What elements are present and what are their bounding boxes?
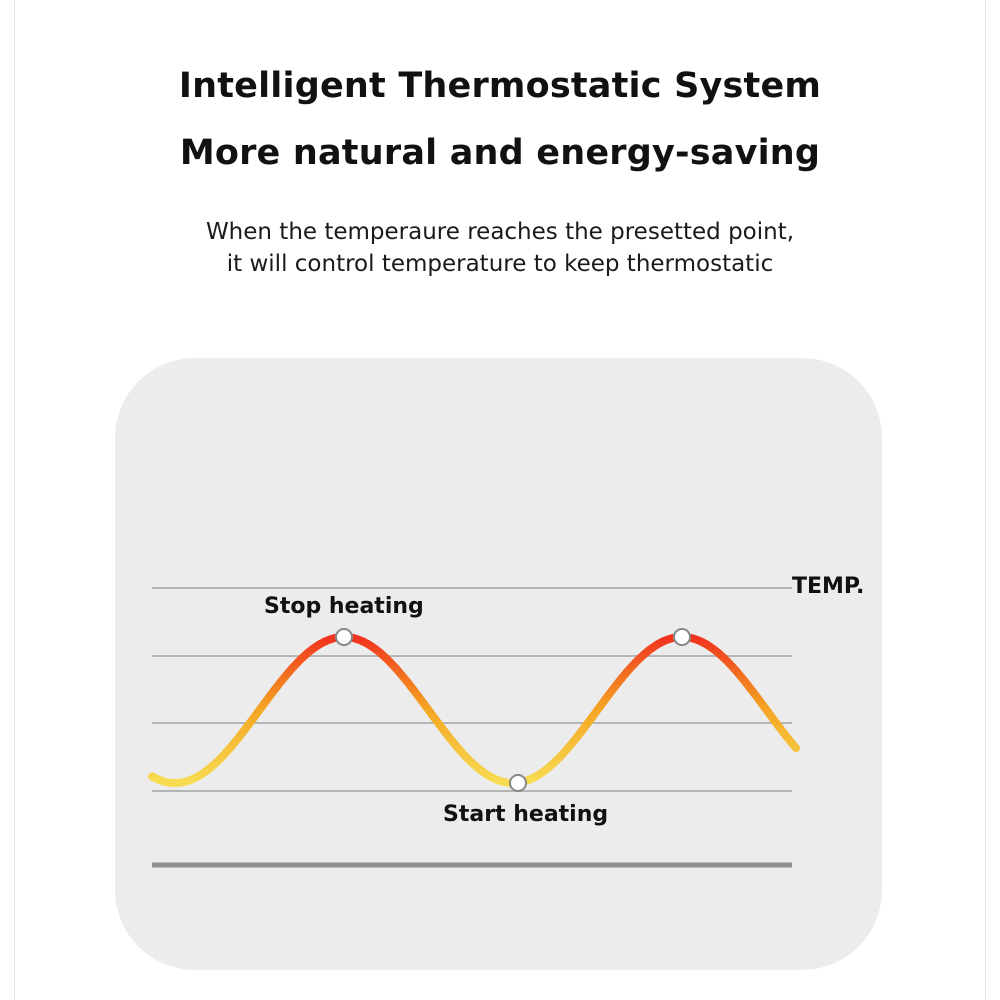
stop-heating-marker-2 — [673, 628, 691, 646]
page-title: Intelligent Thermostatic System — [178, 66, 822, 106]
description-line-2: it will control temperature to keep ther… — [226, 251, 774, 277]
start-heating-marker — [509, 774, 527, 792]
stop-heating-marker — [335, 628, 353, 646]
temperature-curve — [148, 632, 800, 787]
page-edge-left — [14, 0, 15, 1000]
stop-heating-label: Stop heating — [264, 594, 424, 619]
page-subtitle: More natural and energy-saving — [179, 133, 821, 173]
diagram-panel — [115, 358, 882, 970]
temperature-gridlines — [152, 587, 792, 868]
description-line-1: When the temperaure reaches the presette… — [205, 219, 795, 245]
page-edge-right — [985, 0, 986, 1000]
temp-axis-label: TEMP. — [792, 574, 865, 599]
cycle-markers — [335, 628, 691, 792]
start-heating-label: Start heating — [443, 802, 609, 827]
